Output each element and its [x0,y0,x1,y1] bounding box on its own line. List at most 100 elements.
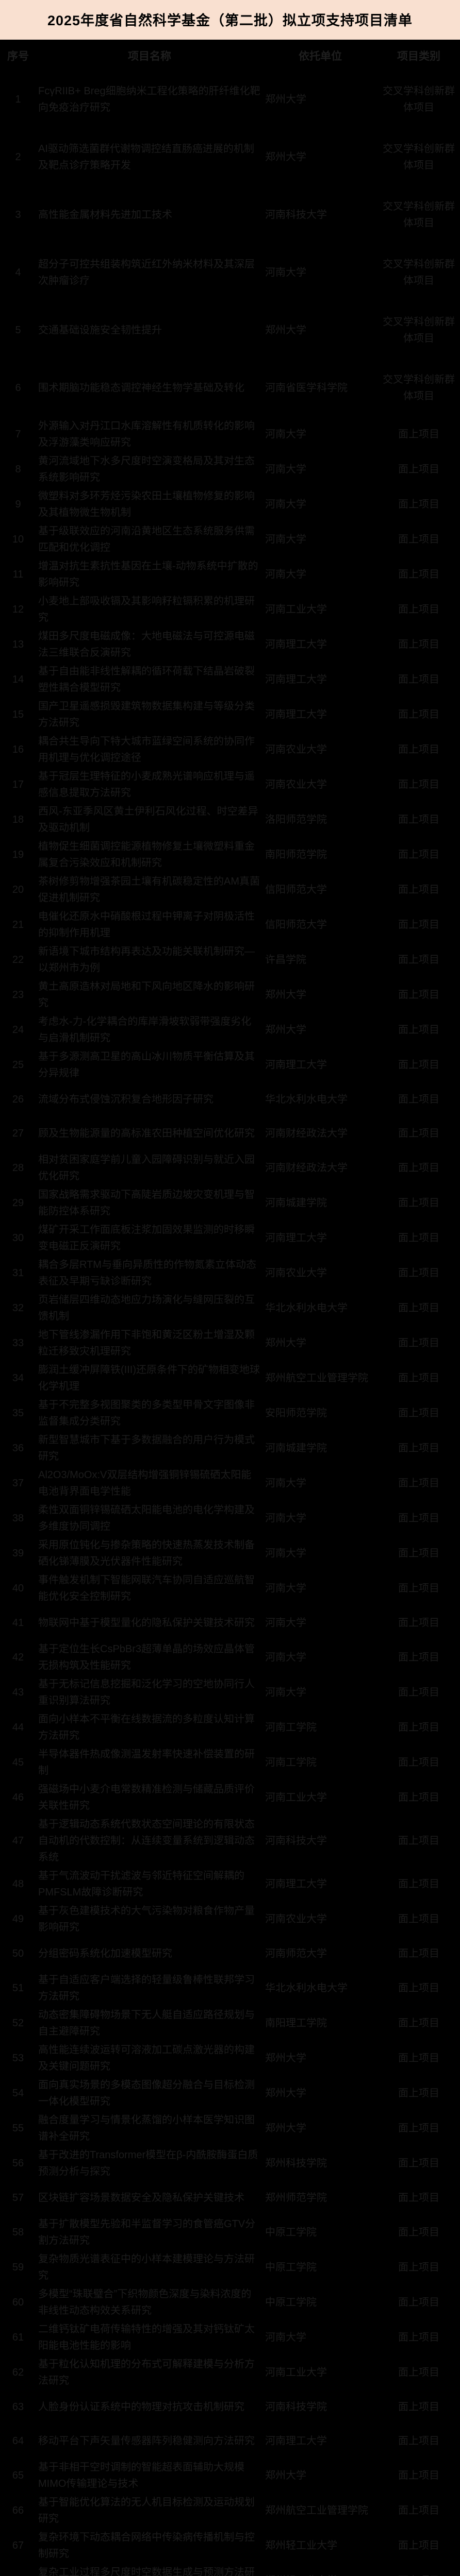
row-serial-number: 63 [12,2401,24,2413]
row-project-category: 交叉学科创新群体项目 [383,316,455,344]
table-row: 44 面向小样本不平衡在线数据流的多粒度认知计算方法研究 河南工学院 面上项目 [0,1710,460,1745]
row-project-category: 面上项目 [398,1408,439,1419]
row-serial-number: 22 [12,954,24,965]
row-serial-number: 45 [12,1757,24,1768]
table-row: 22 新语境下城市结构再表达及功能关联机制研究—以郑州市为例 许昌学院 面上项目 [0,942,460,977]
row-project-category: 面上项目 [398,1722,439,1733]
row-host-institution: 河南工业大学 [265,604,327,615]
row-host-institution: 郑州大学 [265,2088,306,2099]
table-row: 15 国产卫星遥感损毁建筑物数据集构建与等级分类方法研究 河南理工大学 面上项目 [0,697,460,732]
row-host-institution: 河南城建学院 [265,1443,327,1454]
row-project-name: 电催化还原水中硝酸根过程中钾离子对阴极活性的抑制作用机理 [38,911,255,939]
row-serial-number: 3 [15,209,21,221]
row-project-category: 面上项目 [398,534,439,545]
table-row: 23 黄土高原造林对局地和下风向地区降水的影响研究 郑州大学 面上项目 [0,977,460,1012]
row-serial-number: 2 [15,151,21,163]
table-row: 57 区块链扩容场景数据安全及隐私保护关键技术 郑州师范学院 面上项目 [0,2181,460,2215]
row-project-name: FcγRIIB+ Breg细胞纳米工程化策略的肝纤维化靶向免疫治疗研究 [38,86,260,113]
row-project-category: 面上项目 [398,2435,439,2447]
row-project-category: 面上项目 [398,1162,439,1174]
table-row: 47 基于逻辑动态系统代数状态空间理论的有限状态自动机的代数控制：从连续变量系统到… [0,1815,460,1867]
row-project-name: 基于不完整多视图聚类的多类型甲骨文字图像非监督集成分类研究 [38,1399,255,1427]
row-host-institution: 安阳师范学院 [265,1408,327,1419]
table-row: 43 基于无标记信息挖掘和泛化学习的空地协同行人重识别算法研究 河南大学 面上项目 [0,1675,460,1710]
row-project-name: 基于冠层生理特征的小麦成熟光谱响应机理与遥感信息提取方法研究 [38,771,255,799]
row-project-name: 耦合共生导向下特大城市蓝绿空间系统的协同作用机理与优化调控途径 [38,736,255,764]
table-row: 2 AI驱动筛选菌群代谢物调控结直肠癌进展的机制及靶点诊疗策略开发 郑州大学 交叉学科… [0,128,460,186]
table-row: 21 电催化还原水中硝酸根过程中钾离子对阴极活性的抑制作用机理 信阳师范大学 面上项目 [0,907,460,942]
row-project-name: 基于多源测高卫星的高山冰川物质平衡估算及其分异规律 [38,1051,255,1079]
row-project-name: 基于自由能非线性解耦的循环荷载下结晶岩破裂塑性耦合模型研究 [38,666,255,693]
row-project-name: 国家战略需求驱动下高陡岩质边坡灾变机理与智能防控体系研究 [38,1189,255,1217]
row-host-institution: 河南农业大学 [265,1913,327,1925]
row-project-name: 流域分布式侵蚀沉积复合地形因子研究 [38,1094,213,1105]
row-project-name: 分组密码系统化加速模型研究 [38,1948,172,1959]
row-project-category: 面上项目 [398,1792,439,1803]
row-host-institution: 河南科技大学 [265,1835,327,1846]
row-project-name: 交通基础设施安全韧性提升 [38,325,162,336]
row-project-category: 交叉学科创新群体项目 [383,259,455,286]
row-project-name: 高性能连续波运转可溶液加工碳点激光器的构建及关键问题研究 [38,2044,255,2072]
row-serial-number: 60 [12,2297,24,2308]
row-serial-number: 46 [12,1792,24,1803]
table-row: 24 考虑水-力-化学耦合的库岸滑坡软弱带强度劣化与启滑机制研究 郑州大学 面上项目 [0,1012,460,1047]
row-project-name: 膨润土缓冲屏障铁(III)还原条件下的矿物相变地球化学机理 [38,1364,260,1392]
row-project-category: 交叉学科创新群体项目 [383,86,455,113]
row-host-institution: 郑州航空工业管理学院 [265,2505,368,2516]
row-project-name: Al2O3/MoOx:V双层结构增强铜锌锡硫硒太阳能电池背界面电学性能 [38,1469,252,1497]
row-host-institution: 河南省医学科学院 [265,382,348,394]
row-host-institution: 河南财经政法大学 [265,1128,348,1139]
row-host-institution: 河南大学 [265,1478,306,1489]
row-project-name: 煤矿开采工作面底板注浆加固效果监测的时移瞬变电磁正反演研究 [38,1224,255,1252]
row-host-institution: 郑州大学 [265,1024,306,1036]
table-row: 11 增温对抗生素抗性基因在土壤-动物系统中扩散的影响研究 河南大学 面上项目 [0,557,460,592]
row-project-category: 面上项目 [398,1059,439,1071]
header-serial-number: 序号 [7,50,29,62]
row-serial-number: 32 [12,1302,24,1314]
row-host-institution: 河南财经政法大学 [265,1162,348,1174]
row-project-category: 面上项目 [398,1548,439,1559]
row-serial-number: 28 [12,1162,24,1174]
row-host-institution: 河南理工大学 [265,1232,327,1244]
table-row: 38 柔性双面铜锌锡硫硒太阳能电池的电化学构建及多维度协同调控 河南大学 面上项目 [0,1501,460,1536]
table-row: 65 基于非相干空时调制的智能超表面辅助大规模MIMO传输理论与技术 郑州大学 面上项… [0,2458,460,2493]
row-host-institution: 郑州轻工业大学 [265,2540,337,2551]
table-row: 40 事件触发机制下智能网联汽车协同自适应巡航智能优化安全控制研究 河南大学 面上项目 [0,1571,460,1606]
row-project-category: 面上项目 [398,1197,439,1209]
row-host-institution: 郑州航空工业管理学院 [265,1372,368,1384]
row-project-category: 面上项目 [398,2158,439,2169]
row-serial-number: 25 [12,1059,24,1071]
row-serial-number: 11 [12,569,24,580]
table-row: 68复杂工业过程多尺度时空数据生成与预测方法研究及应用郑州轻工业大学面上项目 [0,2563,460,2576]
row-serial-number: 67 [12,2540,24,2551]
table-row: 61 二维钙钛矿电荷传输特性的增强及其对钙钛矿太阳能电池性能的影响 河南大学 面上项目 [0,2320,460,2355]
row-project-name: 融合度量学习与情景化蒸馏的小样本医学知识图谱补全研究 [38,2114,255,2142]
row-project-category: 面上项目 [398,569,439,580]
row-project-name: 小麦地上部吸收镉及其影响籽粒镉积累的机理研究 [38,596,255,623]
row-project-category: 面上项目 [398,1443,439,1454]
row-project-category: 面上项目 [398,1302,439,1314]
row-host-institution: 河南工学院 [265,1722,317,1733]
row-project-category: 面上项目 [398,1757,439,1768]
table-row: 58 基于扩散模型先验和半监督学习的食管癌GTV分割方法研究 中原工学院 面上项目 [0,2215,460,2250]
row-host-institution: 河南大学 [265,464,306,475]
row-project-name: 国产卫星遥感损毁建筑物数据集构建与等级分类方法研究 [38,701,255,728]
row-host-institution: 信阳师范大学 [265,919,327,930]
table-row: 31 耦合多层RTM与垂向异质性的作物氮素立体动态表征及早期亏缺诊断研究 河南农业大… [0,1256,460,1291]
table-row: 26 流域分布式侵蚀沉积复合地形因子研究 华北水利水电大学 面上项目 [0,1082,460,1116]
row-serial-number: 44 [12,1722,24,1733]
row-project-category: 交叉学科创新群体项目 [383,201,455,229]
row-serial-number: 27 [12,1128,24,1139]
row-project-name: 基于无标记信息挖掘和泛化学习的空地协同行人重识别算法研究 [38,1679,255,1706]
table-row: 17 基于冠层生理特征的小麦成熟光谱响应机理与遥感信息提取方法研究 河南农业大学 面上… [0,767,460,802]
row-host-institution: 南阳师范学院 [265,849,327,860]
table-row: 35 基于不完整多视图聚类的多类型甲骨文字图像非监督集成分类研究 安阳师范学院 面上项… [0,1396,460,1431]
table-row: 28 相对贫困家庭学前儿童入园障碍识别与就近入园优化研究 河南财经政法大学 面上项目 [0,1150,460,1185]
row-project-name: 高性能金属材料先进加工技术 [38,209,172,221]
table-row: 10 基于级联效应的河南沿黄地区生态系统服务供需匹配和优化调控 河南大学 面上项目 [0,522,460,557]
row-serial-number: 52 [12,2018,24,2029]
row-project-category: 面上项目 [398,849,439,860]
row-host-institution: 河南大学 [265,1617,306,1629]
row-host-institution: 中原工学院 [265,2227,317,2238]
row-serial-number: 68 [0,2563,36,2576]
